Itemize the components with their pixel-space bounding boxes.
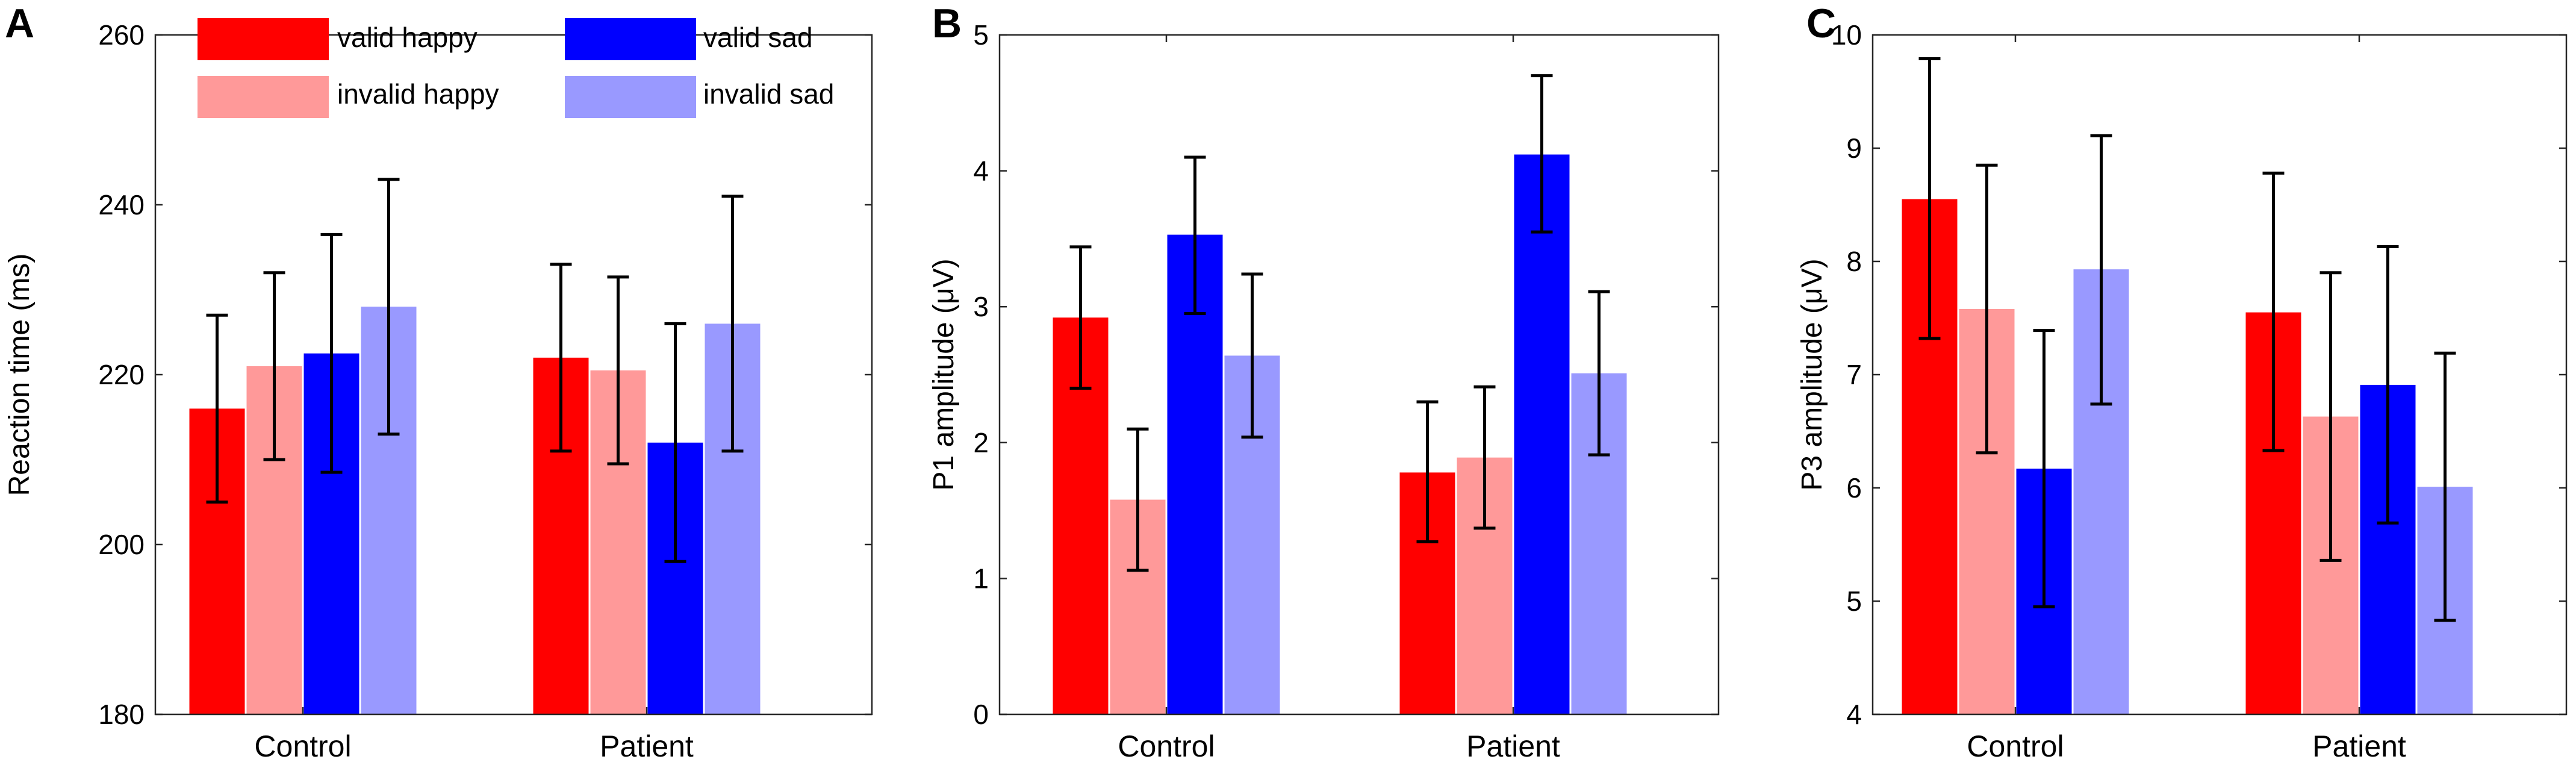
- y-tick-label: 10: [1831, 19, 1862, 51]
- y-tick-label: 0: [973, 699, 989, 730]
- y-axis-title: P1 amplitude (μV): [928, 258, 960, 490]
- legend: valid happy valid sad invalid happy invalid…: [198, 18, 834, 118]
- y-tick-label: 260: [98, 19, 145, 51]
- legend-swatch-invalid-happy: [198, 76, 329, 118]
- y-tick-label: 2: [973, 427, 989, 458]
- y-tick-label: 3: [973, 291, 989, 322]
- axes-frame: [998, 34, 1720, 716]
- y-tick-label: 7: [1846, 359, 1862, 390]
- panel-letter: B: [932, 1, 962, 46]
- chart-panel-c: C P3 amplitude (μV) 4 5 6 7 8 9 10 Control Patient: [1796, 1, 2568, 763]
- y-tick-label: 6: [1846, 472, 1862, 504]
- panel-letter: C: [1806, 1, 1836, 46]
- legend-label-valid-happy: valid happy: [337, 22, 478, 53]
- y-tick-label: 9: [1846, 133, 1862, 164]
- y-tick-label: 220: [98, 359, 145, 390]
- y-axis-title: P3 amplitude (μV): [1796, 258, 1828, 490]
- legend-swatch-valid-sad: [565, 18, 696, 60]
- y-tick-label: 5: [1846, 585, 1862, 617]
- y-tick-label: 240: [98, 189, 145, 220]
- x-category-label: Patient: [2312, 729, 2406, 763]
- legend-swatch-valid-happy: [198, 18, 329, 60]
- y-tick-label: 4: [973, 155, 989, 187]
- chart-panel-a: A Reaction time (ms) 180 200 220 240 260 Contro…: [4, 1, 873, 763]
- y-tick-label: 4: [1846, 699, 1862, 730]
- legend-label-invalid-happy: invalid happy: [337, 78, 499, 110]
- x-category-label: Patient: [1466, 729, 1560, 763]
- panel-letter: A: [5, 1, 34, 46]
- chart-panel-b: B P1 amplitude (μV) 0 1 2 3 4 5 Control Patient: [928, 1, 1720, 763]
- y-tick-label: 200: [98, 529, 145, 560]
- legend-swatch-invalid-sad: [565, 76, 696, 118]
- bar-valid-sad-patient: [1514, 154, 1570, 714]
- legend-label-invalid-sad: invalid sad: [703, 78, 834, 110]
- legend-label-valid-sad: valid sad: [703, 22, 813, 53]
- y-tick-label: 1: [973, 563, 989, 594]
- y-tick-label: 8: [1846, 246, 1862, 277]
- x-category-label: Control: [1118, 729, 1215, 763]
- x-category-label: Control: [254, 729, 351, 763]
- x-category-label: Patient: [600, 729, 694, 763]
- y-tick-label: 180: [98, 699, 145, 730]
- x-category-label: Control: [1967, 729, 2064, 763]
- y-tick-label: 5: [973, 19, 989, 51]
- y-axis-title: Reaction time (ms): [4, 254, 36, 496]
